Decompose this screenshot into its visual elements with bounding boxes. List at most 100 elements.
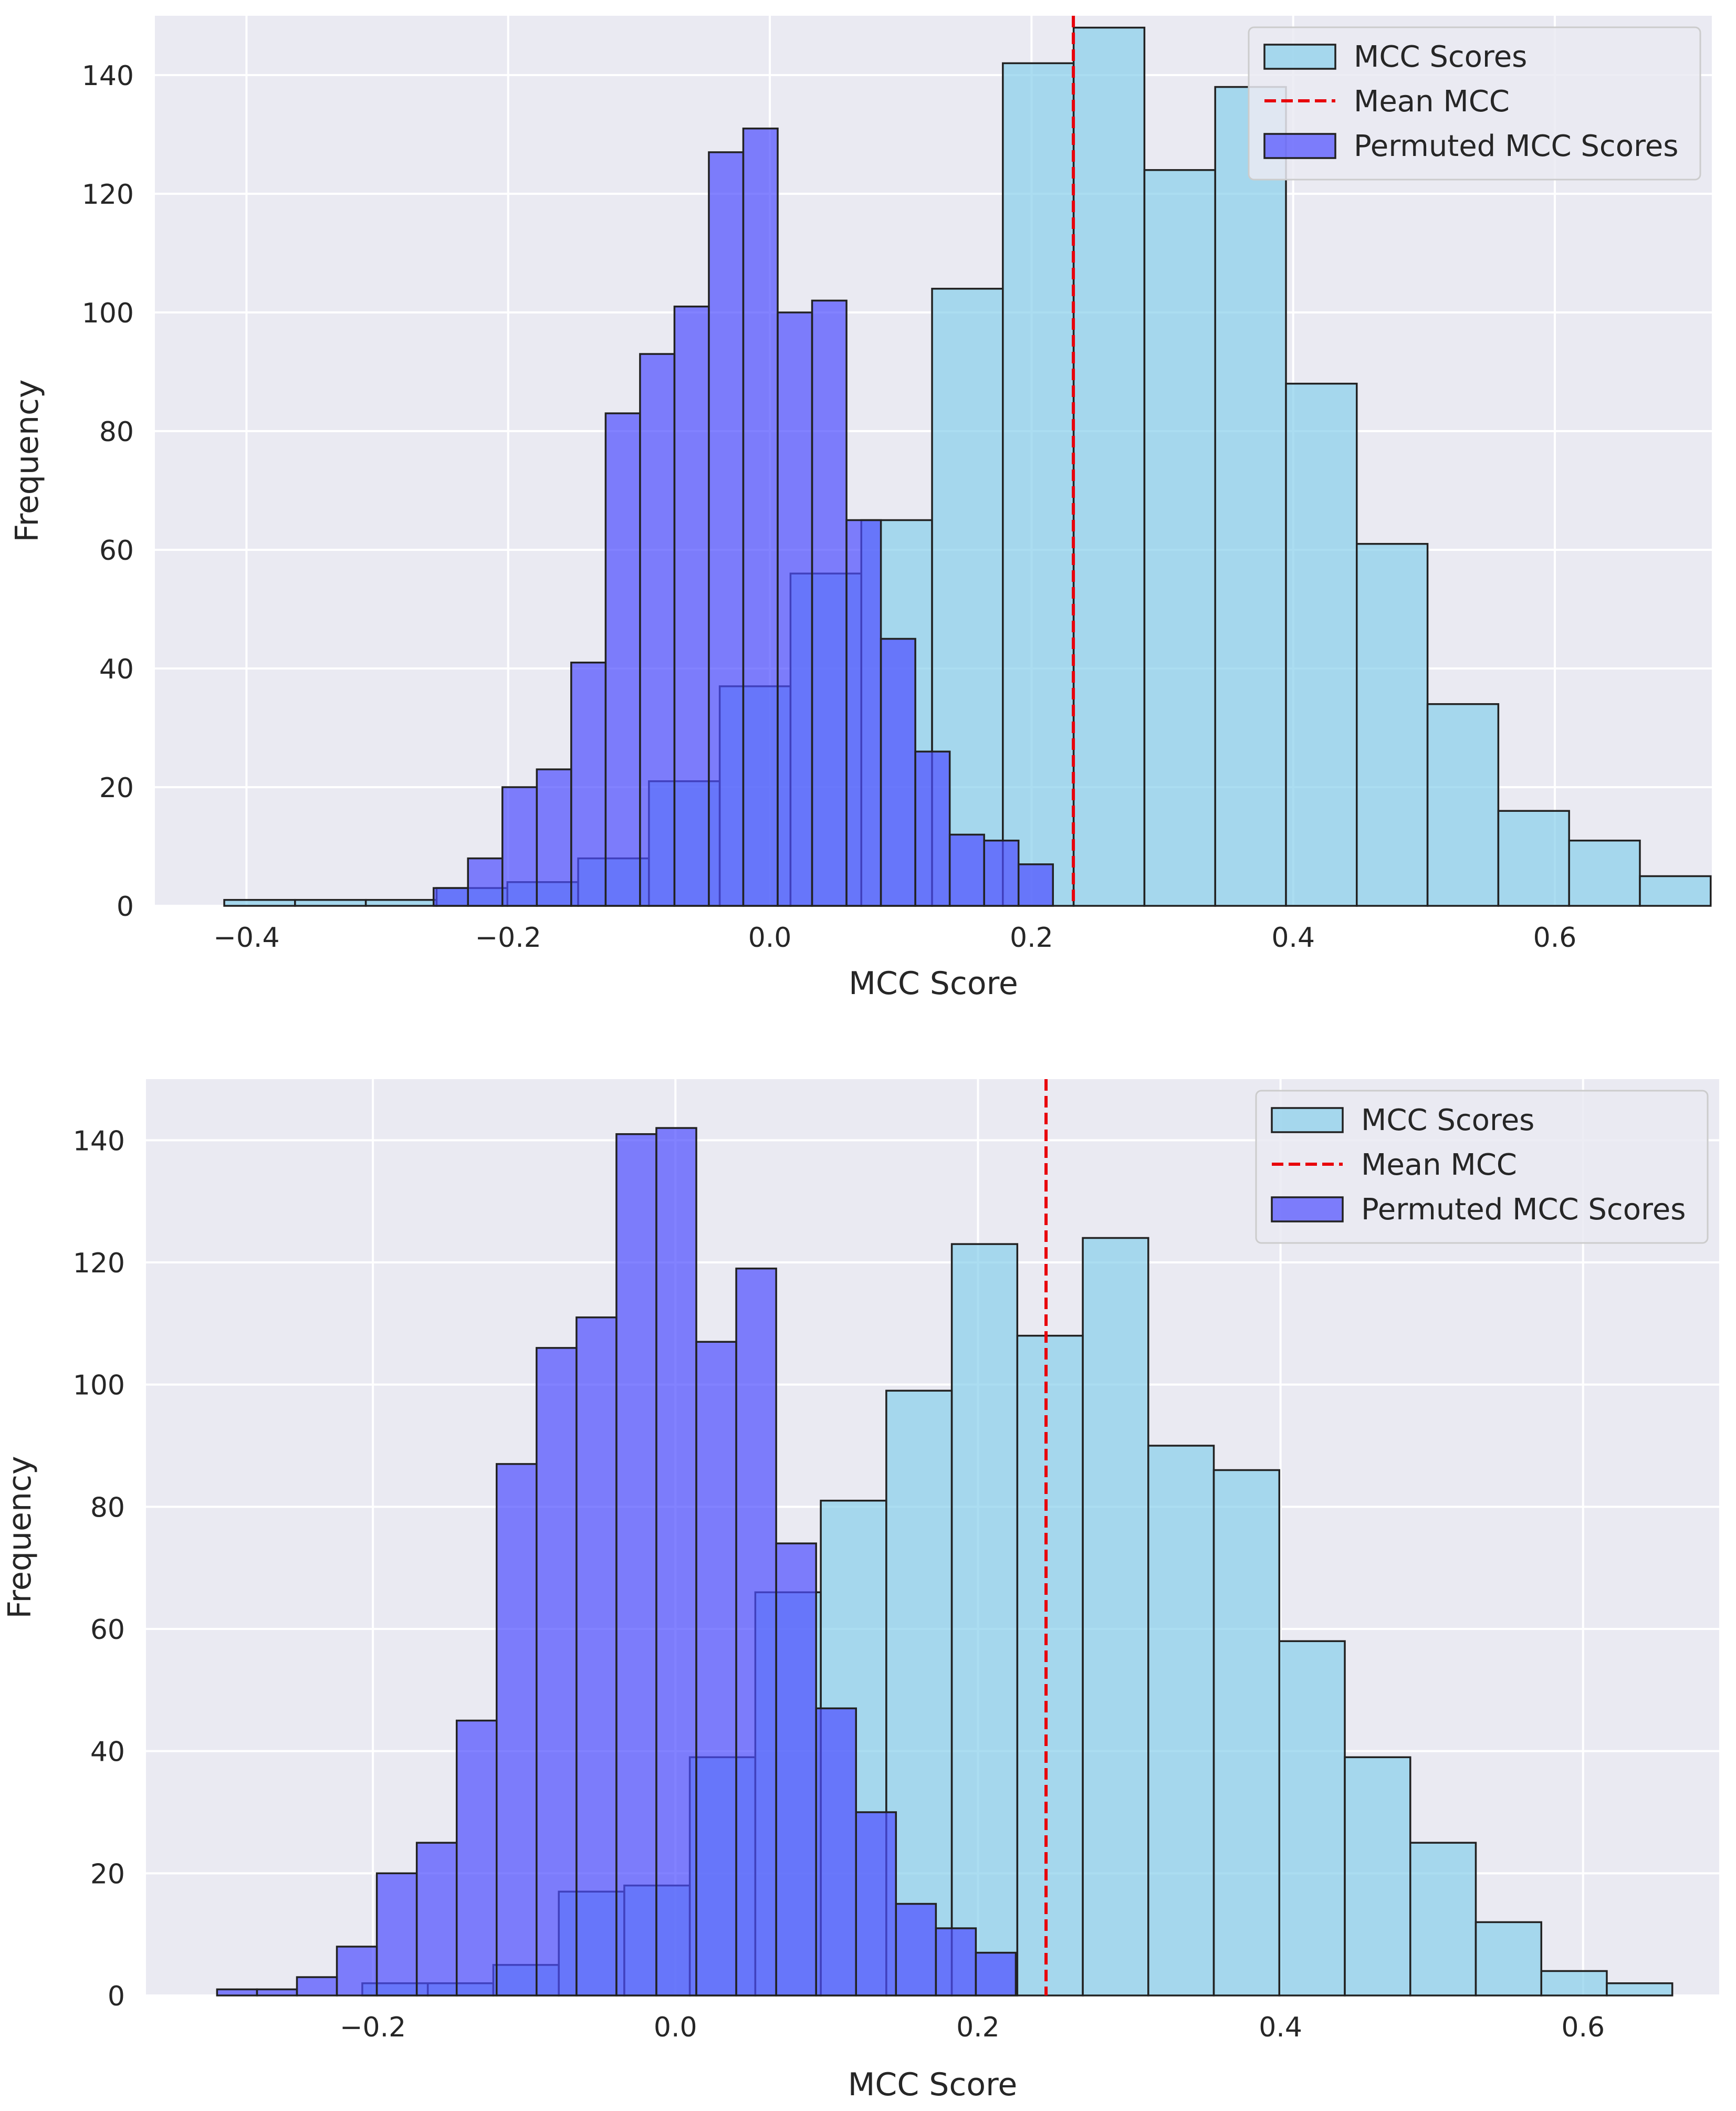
y-tick-label: 100	[73, 1370, 125, 1402]
legend-swatch-mcc	[1271, 1107, 1344, 1133]
permuted-mcc-bar	[432, 887, 469, 907]
x-tick-label: 0.2	[1010, 922, 1053, 954]
mcc-score-bar	[1568, 839, 1641, 907]
legend: MCC Scores Mean MCC Permuted MCC Scores	[1248, 26, 1701, 181]
y-axis-title: Frequency	[9, 380, 46, 542]
permuted-mcc-bar	[501, 786, 538, 907]
permuted-mcc-bar	[673, 305, 710, 907]
y-tick-label: 100	[82, 298, 134, 329]
permuted-mcc-bar	[455, 1719, 498, 1997]
x-tick-label: 0.0	[748, 922, 792, 954]
mcc-score-bar	[1214, 86, 1287, 907]
permuted-mcc-bar	[777, 311, 813, 907]
mcc-score-bar	[1143, 169, 1216, 907]
permuted-mcc-bar	[375, 1872, 418, 1997]
mcc-score-bar	[1082, 1237, 1149, 1997]
permuted-mcc-bar	[296, 1976, 338, 1997]
permuted-mcc-bar	[983, 839, 1020, 907]
y-tick-label: 0	[117, 891, 134, 923]
legend-box	[1255, 1090, 1709, 1244]
permuted-mcc-bar	[615, 1133, 657, 1997]
permuted-mcc-bar	[815, 1707, 857, 1997]
mcc-score-bar	[1474, 1921, 1542, 1997]
legend-box	[1248, 26, 1701, 181]
y-tick-label: 140	[73, 1125, 125, 1157]
y-tick-label: 20	[90, 1858, 125, 1890]
mcc-score-bar	[364, 898, 438, 907]
legend-label-mean: Mean MCC	[1354, 85, 1510, 119]
x-tick-label: 0.6	[1533, 922, 1577, 954]
mcc-score-bar	[1540, 1970, 1608, 1997]
permuted-mcc-bar	[975, 1951, 1017, 1997]
x-tick-label: 0.4	[1271, 922, 1315, 954]
permuted-mcc-bar	[775, 1542, 817, 1997]
y-tick-label: 0	[108, 1981, 125, 2012]
mcc-score-bar	[1016, 1334, 1084, 1997]
y-tick-label: 80	[99, 416, 134, 448]
permuted-mcc-bar	[216, 1988, 258, 1997]
legend-label-permuted: Permuted MCC Scores	[1354, 129, 1678, 163]
permuted-mcc-bar	[536, 768, 572, 907]
x-axis-title: MCC Score	[848, 2066, 1018, 2103]
mcc-score-bar	[1278, 1640, 1346, 1997]
permuted-mcc-bar	[536, 1347, 578, 1997]
permuted-mcc-bar	[914, 750, 951, 907]
x-tick-label: 0.0	[654, 2012, 697, 2043]
permuted-mcc-bar	[415, 1842, 458, 1997]
legend-swatch-mcc	[1263, 44, 1336, 70]
y-tick-label: 140	[82, 60, 134, 92]
legend-label-mcc: MCC Scores	[1354, 40, 1527, 74]
mcc-score-bar	[1426, 703, 1500, 907]
chart-bottom: −0.2 0.0 0.2 0.4 0.6 0 20 40 60 80 100 120 140 MCC Sc…	[2, 1079, 1719, 2103]
permuted-mcc-bar	[336, 1946, 378, 1997]
y-tick-label: 40	[99, 654, 134, 685]
y-tick-label: 120	[73, 1248, 125, 1279]
y-tick-label: 120	[82, 179, 134, 211]
permuted-mcc-bar	[604, 412, 641, 907]
mcc-score-bar	[1147, 1445, 1215, 1997]
permuted-mcc-bar	[1017, 863, 1054, 907]
chart-top: −0.4 −0.2 0.0 0.2 0.4 0.6 0 20 40 60 80 100 120 140 MC…	[9, 16, 1712, 1002]
mcc-score-bar	[950, 1243, 1019, 1997]
x-tick-label: 0.6	[1561, 2012, 1605, 2043]
permuted-mcc-bar	[496, 1463, 538, 1997]
mcc-score-bar	[1409, 1842, 1477, 1997]
permuted-mcc-bar	[655, 1127, 697, 1997]
legend-swatch-permuted	[1271, 1196, 1344, 1222]
y-tick-label: 80	[90, 1492, 125, 1523]
mcc-score-bar	[1344, 1756, 1411, 1997]
mcc-score-bar	[1212, 1469, 1281, 1997]
x-tick-label: −0.2	[475, 922, 541, 954]
permuted-mcc-bar	[880, 638, 916, 907]
permuted-mcc-bar	[895, 1903, 937, 1997]
mcc-score-bar	[1606, 1982, 1674, 1997]
y-tick-label: 60	[90, 1614, 125, 1646]
permuted-mcc-bar	[639, 353, 676, 907]
y-axis-title: Frequency	[2, 1456, 38, 1619]
permuted-mcc-bar	[708, 151, 745, 907]
permuted-mcc-bar	[742, 127, 779, 907]
mcc-score-bar	[1285, 382, 1358, 907]
permuted-mcc-bar	[695, 1341, 737, 1997]
permuted-mcc-bar	[735, 1267, 777, 1997]
mcc-score-bar	[1002, 62, 1075, 907]
legend: MCC Scores Mean MCC Permuted MCC Scores	[1255, 1090, 1709, 1244]
y-tick-label: 20	[99, 772, 134, 804]
x-tick-label: 0.2	[956, 2012, 1000, 2043]
mcc-score-bar	[1356, 542, 1429, 907]
permuted-mcc-bar	[467, 857, 504, 907]
y-tick-label: 60	[99, 535, 134, 567]
mcc-score-bar	[294, 898, 367, 907]
permuted-mcc-bar	[845, 519, 882, 907]
mcc-score-bar	[1072, 26, 1146, 907]
legend-label-permuted: Permuted MCC Scores	[1361, 1193, 1686, 1227]
permuted-mcc-bar	[256, 1988, 298, 1997]
y-tick-label: 40	[90, 1737, 125, 1768]
x-axis-title: MCC Score	[849, 965, 1018, 1002]
permuted-mcc-bar	[570, 661, 607, 907]
permuted-mcc-bar	[855, 1811, 897, 1997]
mcc-score-bar	[885, 1389, 953, 1997]
legend-label-mean: Mean MCC	[1361, 1148, 1517, 1182]
x-tick-label: 0.4	[1259, 2012, 1302, 2043]
